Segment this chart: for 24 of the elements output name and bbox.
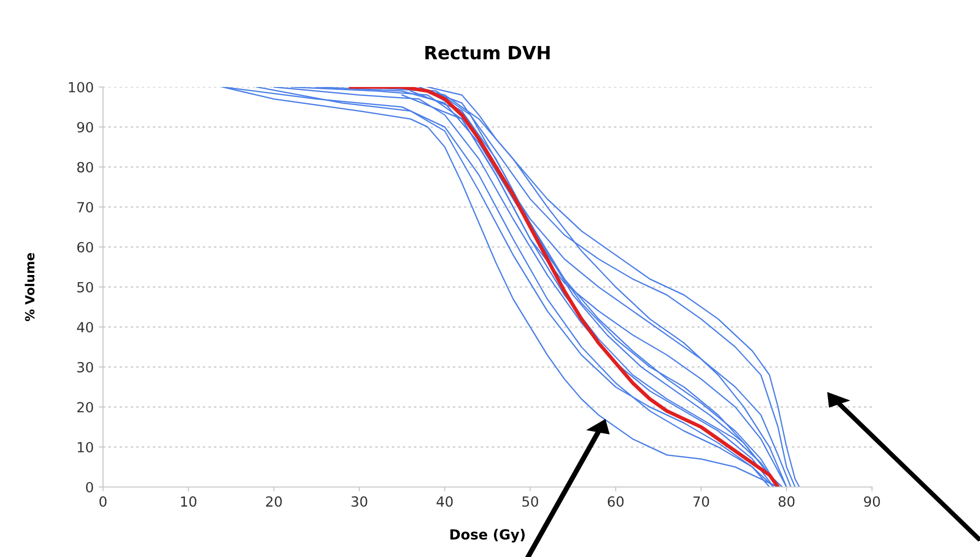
y-tick-label: 0 (86, 482, 94, 492)
y-tick-label: 80 (77, 162, 94, 172)
y-tick-label: 30 (77, 362, 94, 372)
x-tick-label: 40 (436, 496, 453, 507)
y-tick-label: 20 (77, 402, 94, 412)
y-tick-label: 70 (77, 202, 94, 212)
x-tick-label: 50 (522, 496, 538, 507)
x-tick-label: 60 (608, 496, 624, 507)
x-tick-label: 80 (778, 496, 794, 507)
x-tick-label: 30 (352, 496, 368, 507)
x-tick-label: 10 (181, 496, 196, 507)
chart-title: Rectum DVH (425, 46, 550, 60)
x-tick-label: 0 (99, 496, 106, 507)
x-axis-title: Dose (Gy) (450, 528, 525, 542)
y-tick-label: 40 (76, 322, 94, 332)
y-axis-title: % Volume (24, 253, 34, 322)
y-tick-label: 100 (68, 82, 94, 92)
y-tick-label: 60 (77, 242, 94, 252)
x-tick-label: 20 (266, 496, 282, 507)
y-tick-label: 10 (78, 442, 94, 452)
y-tick-label: 50 (77, 282, 94, 292)
x-tick-label: 90 (864, 496, 880, 507)
x-tick-label: 70 (693, 496, 710, 507)
y-tick-label: 90 (77, 122, 94, 132)
